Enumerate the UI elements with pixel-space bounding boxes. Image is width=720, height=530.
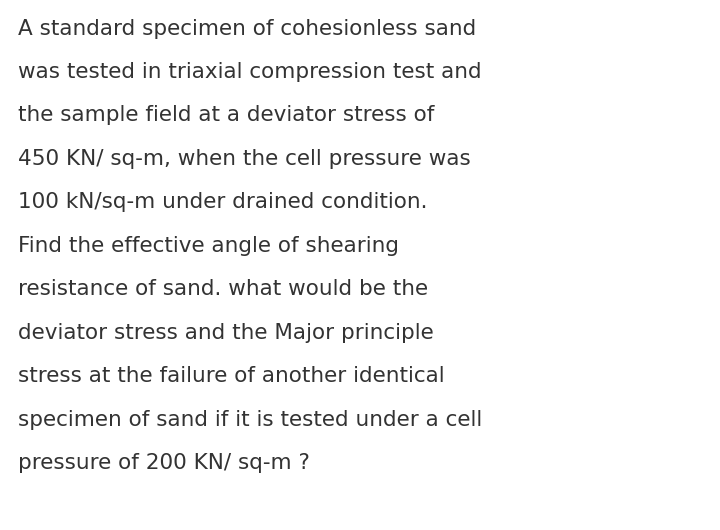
Text: the sample field at a deviator stress of: the sample field at a deviator stress of: [18, 105, 434, 126]
Text: Find the effective angle of shearing: Find the effective angle of shearing: [18, 236, 399, 256]
Text: resistance of sand. what would be the: resistance of sand. what would be the: [18, 279, 428, 299]
Text: pressure of 200 KN/ sq-m ?: pressure of 200 KN/ sq-m ?: [18, 453, 310, 473]
Text: A standard specimen of cohesionless sand: A standard specimen of cohesionless sand: [18, 19, 476, 39]
Text: specimen of sand if it is tested under a cell: specimen of sand if it is tested under a…: [18, 410, 482, 430]
Text: was tested in triaxial compression test and: was tested in triaxial compression test …: [18, 62, 482, 82]
Text: stress at the failure of another identical: stress at the failure of another identic…: [18, 366, 445, 386]
Text: 100 kN/sq-m under drained condition.: 100 kN/sq-m under drained condition.: [18, 192, 428, 213]
Text: deviator stress and the Major principle: deviator stress and the Major principle: [18, 323, 433, 343]
Text: 450 KN/ sq-m, when the cell pressure was: 450 KN/ sq-m, when the cell pressure was: [18, 149, 471, 169]
